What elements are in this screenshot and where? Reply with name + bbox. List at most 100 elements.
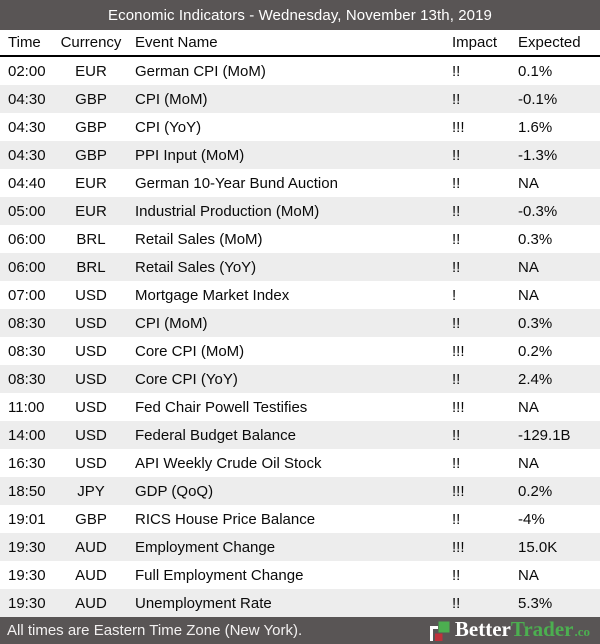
- event-currency: GBP: [75, 118, 107, 136]
- footer-bar: All times are Eastern Time Zone (New Yor…: [0, 617, 600, 644]
- event-name: Retail Sales (MoM): [135, 230, 263, 248]
- bettertrader-logo: Better Trader .co: [429, 619, 590, 642]
- brand-better-label: Better: [454, 617, 511, 641]
- event-time: 08:30: [8, 314, 46, 332]
- event-name: Employment Change: [135, 538, 276, 556]
- event-name: CPI (YoY): [135, 118, 202, 136]
- event-time: 02:00: [8, 62, 46, 80]
- event-currency: USD: [75, 286, 107, 304]
- event-currency: JPY: [77, 482, 105, 500]
- event-name: CPI (MoM): [135, 314, 208, 332]
- table-row: 16:30 USD API Weekly Crude Oil Stock!! NA: [0, 449, 600, 477]
- table-row: 11:00 USD Fed Chair Powell Testifies!!! NA: [0, 393, 600, 421]
- event-name: Unemployment Rate: [135, 594, 272, 612]
- event-expected: -0.3%: [518, 202, 558, 220]
- event-currency: USD: [75, 342, 107, 360]
- event-time: 04:30: [8, 146, 46, 164]
- event-expected: 0.3%: [518, 314, 553, 332]
- brand-wordmark: Better Trader .co: [455, 619, 590, 642]
- column-header-expected: Expected: [518, 34, 581, 51]
- event-expected: -0.1%: [518, 90, 558, 108]
- brand-trader-label: Trader: [510, 617, 574, 641]
- event-time: 08:30: [8, 342, 46, 360]
- table-row: 19:30 AUD Unemployment Rate!! 5.3%: [0, 589, 600, 617]
- event-time: 19:30: [8, 538, 46, 556]
- event-currency: USD: [75, 426, 107, 444]
- table-row: 04:30 GBP PPI Input (MoM)!! -1.3%: [0, 141, 600, 169]
- event-currency: BRL: [76, 258, 106, 276]
- event-impact: !!!: [452, 398, 465, 416]
- event-impact: !!: [452, 594, 461, 612]
- event-expected: 0.2%: [518, 482, 553, 500]
- event-currency: AUD: [75, 594, 107, 612]
- event-expected: NA: [518, 398, 539, 416]
- event-currency: USD: [75, 454, 107, 472]
- event-currency: USD: [75, 314, 107, 332]
- event-expected: NA: [518, 566, 539, 584]
- event-time: 04:30: [8, 118, 46, 136]
- event-expected: -4%: [518, 510, 545, 528]
- event-time: 19:01: [8, 510, 46, 528]
- table-row: 19:30 AUD Full Employment Change!! NA: [0, 561, 600, 589]
- event-time: 19:30: [8, 566, 46, 584]
- event-impact: !!: [452, 314, 461, 332]
- event-name: GDP (QoQ): [135, 482, 214, 500]
- event-currency: GBP: [75, 510, 107, 528]
- timezone-note: All times are Eastern Time Zone (New Yor…: [7, 622, 303, 639]
- event-impact: !!: [452, 202, 461, 220]
- event-time: 04:30: [8, 90, 46, 108]
- event-time: 18:50: [8, 482, 46, 500]
- event-expected: 0.1%: [518, 62, 553, 80]
- event-currency: BRL: [76, 230, 106, 248]
- table-row: 08:30 USD Core CPI (MoM)!!! 0.2%: [0, 337, 600, 365]
- event-impact: !!: [452, 426, 461, 444]
- events-table-body: 02:00 EUR German CPI (MoM)!! 0.1% 04:30 GBP CP…: [0, 57, 600, 617]
- event-expected: -1.3%: [518, 146, 558, 164]
- column-header-impact: Impact: [452, 34, 498, 51]
- page-title: Economic Indicators - Wednesday, Novembe…: [0, 0, 600, 30]
- table-row: 14:00 USD Federal Budget Balance!! -129.1B: [0, 421, 600, 449]
- event-expected: 2.4%: [518, 370, 553, 388]
- event-expected: NA: [518, 174, 539, 192]
- table-row: 19:01 GBP RICS House Price Balance!! -4%: [0, 505, 600, 533]
- event-expected: 1.6%: [518, 118, 553, 136]
- event-name: German 10-Year Bund Auction: [135, 174, 338, 192]
- event-impact: !!: [452, 566, 461, 584]
- table-row: 08:30 USD Core CPI (YoY)!! 2.4%: [0, 365, 600, 393]
- event-expected: 5.3%: [518, 594, 553, 612]
- event-time: 11:00: [8, 398, 45, 416]
- event-impact: !!: [452, 174, 461, 192]
- table-row: 04:30 GBP CPI (MoM)!! -0.1%: [0, 85, 600, 113]
- table-row: 06:00 BRL Retail Sales (MoM)!! 0.3%: [0, 225, 600, 253]
- event-time: 06:00: [8, 258, 46, 276]
- column-header-event: Event Name: [135, 34, 218, 51]
- event-currency: EUR: [75, 202, 107, 220]
- event-impact: !!: [452, 90, 461, 108]
- event-expected: 0.2%: [518, 342, 553, 360]
- event-name: PPI Input (MoM): [135, 146, 245, 164]
- event-expected: -129.1B: [518, 426, 571, 444]
- event-impact: !!: [452, 454, 461, 472]
- event-impact: !!: [452, 510, 461, 528]
- event-expected: NA: [518, 258, 539, 276]
- table-header-row: Time Currency Event Name Impact Expected: [0, 30, 600, 57]
- event-time: 07:00: [8, 286, 46, 304]
- event-name: RICS House Price Balance: [135, 510, 316, 528]
- event-time: 19:30: [8, 594, 46, 612]
- event-currency: GBP: [75, 146, 107, 164]
- event-name: Core CPI (YoY): [135, 370, 238, 388]
- event-time: 08:30: [8, 370, 46, 388]
- event-impact: !!!: [452, 118, 465, 136]
- event-impact: !!: [452, 230, 461, 248]
- event-time: 06:00: [8, 230, 46, 248]
- event-currency: EUR: [75, 174, 107, 192]
- event-currency: USD: [75, 398, 107, 416]
- event-expected: 15.0K: [518, 538, 558, 556]
- event-currency: GBP: [75, 90, 107, 108]
- event-name: Mortgage Market Index: [135, 286, 290, 304]
- event-name: Full Employment Change: [135, 566, 304, 584]
- event-impact: !: [452, 286, 457, 304]
- table-row: 05:00 EUR Industrial Production (MoM)!! -0.…: [0, 197, 600, 225]
- event-currency: AUD: [75, 538, 107, 556]
